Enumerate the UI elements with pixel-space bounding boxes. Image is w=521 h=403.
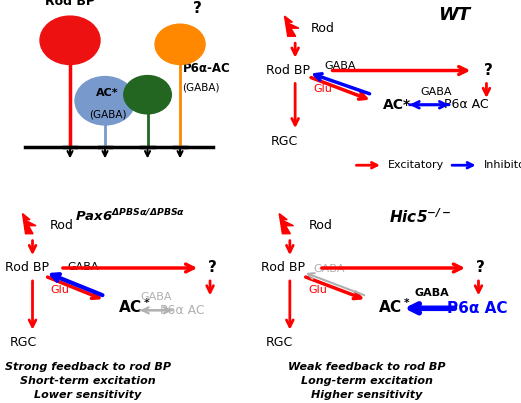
Text: GABA: GABA	[68, 262, 99, 272]
Polygon shape	[22, 214, 36, 234]
Text: GABA: GABA	[420, 87, 452, 97]
Circle shape	[124, 76, 171, 114]
Text: Lower sensitivity: Lower sensitivity	[34, 390, 141, 400]
Text: Rod BP: Rod BP	[260, 262, 305, 274]
Text: Rod BP: Rod BP	[5, 262, 49, 274]
Circle shape	[40, 16, 100, 64]
Circle shape	[75, 77, 135, 125]
Text: ?: ?	[193, 1, 202, 16]
Circle shape	[155, 24, 205, 64]
Text: Short-term excitation: Short-term excitation	[20, 376, 155, 386]
Polygon shape	[284, 16, 299, 36]
Text: RGC: RGC	[266, 336, 293, 349]
Text: AC*: AC*	[96, 88, 119, 98]
Text: ?: ?	[476, 260, 485, 276]
Text: RGC: RGC	[271, 135, 299, 147]
Text: Rod: Rod	[50, 219, 74, 232]
Text: (GABA): (GABA)	[89, 110, 126, 120]
Text: P6α AC: P6α AC	[160, 304, 205, 317]
Text: AC*: AC*	[383, 98, 411, 112]
Text: Strong feedback to rod BP: Strong feedback to rod BP	[5, 362, 170, 372]
Text: $\bfit{Hic5}^{-/-}$: $\bfit{Hic5}^{-/-}$	[389, 208, 451, 226]
Text: Glu: Glu	[308, 285, 327, 295]
Text: $\mathbf{AC^*}$: $\mathbf{AC^*}$	[118, 297, 150, 316]
Text: Glu: Glu	[314, 84, 332, 93]
Text: Rod BP: Rod BP	[266, 64, 310, 77]
Text: (GABA): (GABA)	[182, 83, 220, 93]
Text: GABA: GABA	[325, 60, 356, 71]
Text: GABA: GABA	[140, 292, 171, 302]
Text: P6α AC: P6α AC	[447, 301, 507, 316]
Polygon shape	[279, 214, 293, 234]
Text: Excitatory: Excitatory	[388, 160, 444, 170]
Text: GABA: GABA	[314, 264, 345, 274]
Text: RGC: RGC	[10, 336, 38, 349]
Text: Higher sensitivity: Higher sensitivity	[311, 390, 423, 400]
Text: $\mathbf{AC^*}$: $\mathbf{AC^*}$	[378, 297, 410, 316]
Text: Rod: Rod	[308, 219, 332, 232]
Text: GABA: GABA	[415, 288, 450, 298]
Text: $\bfit{Pax6}^{\Delta PBSα/\Delta PBSα}$: $\bfit{Pax6}^{\Delta PBSα/\Delta PBSα}$	[75, 208, 185, 224]
Text: Weak feedback to rod BP: Weak feedback to rod BP	[288, 362, 445, 372]
Text: ?: ?	[484, 63, 493, 78]
Text: P6α-AC: P6α-AC	[182, 62, 230, 75]
Text: Rod: Rod	[311, 22, 335, 35]
Text: ?: ?	[207, 260, 216, 276]
Text: Rod BP: Rod BP	[45, 0, 95, 8]
Text: Inhibitory: Inhibitory	[484, 160, 521, 170]
Text: Glu: Glu	[50, 285, 69, 295]
Text: P6α AC: P6α AC	[444, 98, 489, 111]
Text: Long-term excitation: Long-term excitation	[301, 376, 433, 386]
Text: WT: WT	[439, 6, 470, 24]
